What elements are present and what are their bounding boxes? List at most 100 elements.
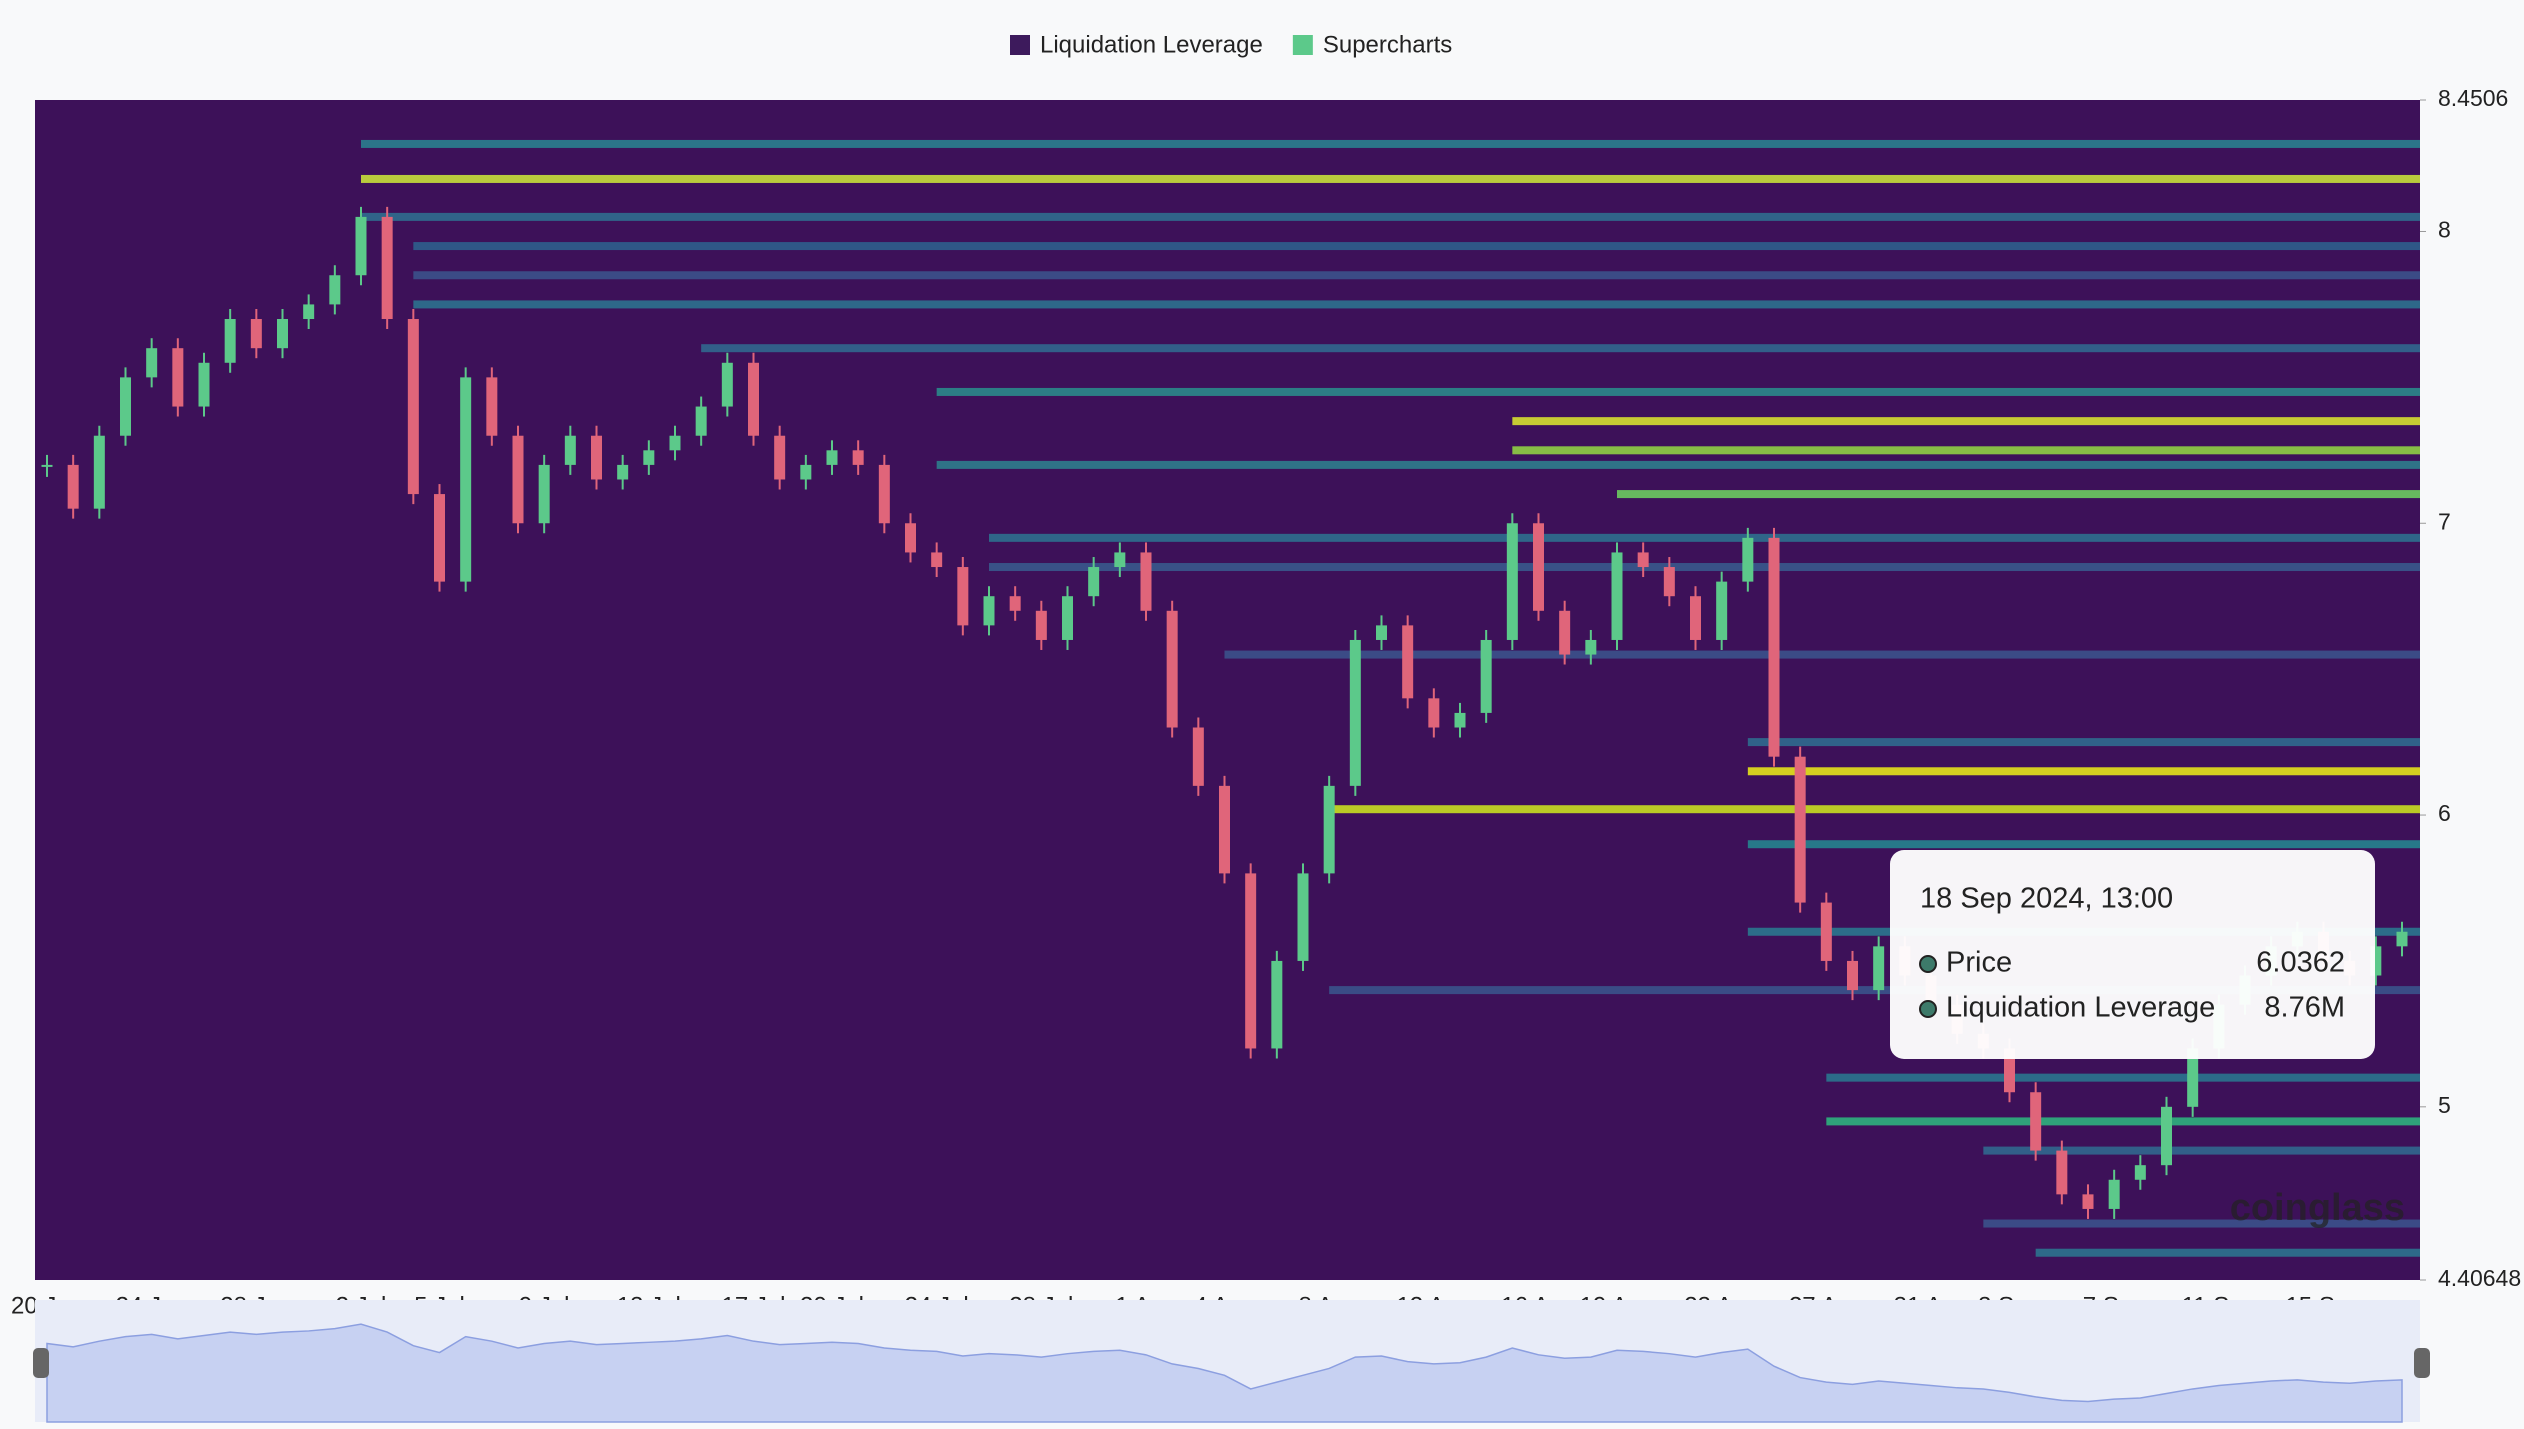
heat-band	[413, 271, 2420, 280]
candle	[2161, 1106, 2172, 1166]
candle	[2082, 1194, 2094, 1209]
candle	[172, 348, 184, 407]
candle	[1271, 960, 1283, 1049]
candle	[1088, 567, 1100, 597]
heat-band	[989, 533, 2420, 542]
candle	[1192, 727, 1204, 786]
tooltip-dot	[1919, 955, 1937, 973]
heat-band	[361, 212, 2420, 221]
candle	[643, 450, 655, 465]
heat-band	[936, 460, 2420, 469]
heat-band	[1512, 446, 2420, 455]
y-tick-label: 4.40648	[2438, 1265, 2521, 1291]
legend-label[interactable]: Supercharts	[1323, 31, 1452, 58]
candle	[878, 464, 890, 524]
candle	[1114, 552, 1126, 568]
candle	[2134, 1165, 2146, 1180]
candle	[224, 319, 236, 363]
candle	[2056, 1150, 2068, 1195]
candle	[2187, 1048, 2199, 1107]
candle	[486, 377, 498, 436]
heat-band	[1617, 490, 2420, 499]
candle	[2396, 931, 2408, 947]
y-tick-label: 8.4506	[2438, 85, 2508, 111]
candle	[1506, 523, 1518, 640]
candle	[721, 362, 733, 407]
navigator-handle[interactable]	[2414, 1348, 2430, 1378]
candle	[93, 435, 105, 509]
candle	[1323, 785, 1335, 874]
tooltip-name: Liquidation Leverage	[1946, 992, 2215, 1024]
y-tick-label: 7	[2438, 508, 2451, 534]
candle	[1611, 552, 1623, 640]
heat-band	[413, 242, 2420, 251]
candle	[250, 319, 262, 349]
candle	[67, 464, 79, 509]
tooltip-value: 6.0362	[2256, 947, 2345, 979]
candle	[2030, 1092, 2042, 1151]
candle	[1376, 625, 1387, 640]
candle	[905, 523, 916, 553]
navigator-handle[interactable]	[33, 1348, 49, 1378]
heat-band	[989, 563, 2420, 572]
candle	[1690, 596, 1701, 640]
candle	[329, 275, 341, 305]
legend-swatch	[1010, 35, 1030, 55]
candle	[1035, 610, 1047, 640]
candle	[983, 596, 995, 626]
legend: Liquidation Leverage Supercharts	[1010, 31, 1452, 58]
candle	[1219, 785, 1230, 874]
candle	[277, 319, 288, 349]
candle	[538, 464, 550, 524]
heat-band	[1747, 840, 2420, 849]
candle	[1428, 698, 1440, 728]
candle	[41, 464, 53, 467]
candle	[2370, 946, 2382, 976]
heat-band	[1826, 1117, 2420, 1126]
candle	[407, 319, 419, 495]
candle	[1166, 610, 1178, 728]
candle	[303, 304, 315, 320]
candle	[1742, 537, 1754, 582]
navigator-area	[46, 1323, 2403, 1423]
candle	[1585, 639, 1597, 655]
heat-band	[1983, 1219, 2420, 1228]
candle	[957, 567, 969, 626]
candle	[931, 552, 943, 568]
candle	[381, 216, 393, 320]
candle	[2108, 1179, 2120, 1209]
candle	[1847, 960, 1858, 991]
candle	[460, 377, 472, 582]
y-tick-label: 6	[2438, 800, 2451, 826]
candle	[1533, 523, 1544, 611]
heat-band	[1826, 1073, 2420, 1082]
candle	[512, 435, 524, 524]
candle	[1062, 596, 1073, 640]
candle	[1297, 873, 1309, 961]
candle	[355, 216, 367, 276]
candle	[852, 450, 864, 465]
heat-band	[413, 300, 2420, 309]
candle	[1663, 567, 1675, 597]
candle	[669, 435, 681, 451]
heat-band	[361, 174, 2420, 183]
candle	[1559, 610, 1571, 655]
heat-band	[1224, 650, 2420, 659]
heat-band	[2035, 1248, 2420, 1257]
candle	[198, 362, 210, 407]
heat-band	[1747, 738, 2420, 747]
tooltip-dot	[1919, 1000, 1937, 1018]
legend-label[interactable]: Liquidation Leverage	[1040, 31, 1263, 58]
candle	[591, 435, 602, 480]
candle	[120, 377, 131, 436]
candle	[695, 406, 707, 436]
tooltip-value: 8.76M	[2264, 992, 2345, 1024]
candle	[1480, 639, 1492, 713]
y-tick-label: 5	[2438, 1092, 2451, 1118]
candle	[564, 435, 576, 465]
heat-band	[701, 344, 2420, 353]
candle	[434, 494, 445, 582]
heat-band	[1983, 1146, 2420, 1155]
